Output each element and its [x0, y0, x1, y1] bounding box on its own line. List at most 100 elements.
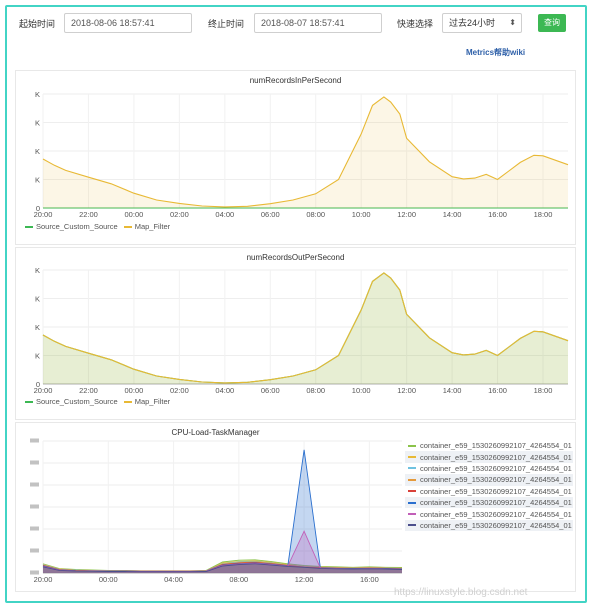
legend-swatch	[408, 478, 416, 481]
legend-label: container_e59_1530260992107_4264554_01	[420, 509, 572, 519]
chart-title: numRecordsInPerSecond	[249, 76, 342, 85]
legend-item[interactable]: container_e59_1530260992107_4264554_01	[405, 508, 573, 519]
legend-item[interactable]: container_e59_1530260992107_4264554_01	[405, 463, 573, 474]
x-tick-label: 08:00	[306, 386, 325, 395]
series-area	[43, 563, 402, 573]
legend-swatch	[408, 501, 416, 504]
x-tick-label: 16:00	[360, 575, 379, 584]
chevron-updown-icon: ⬍	[509, 18, 516, 27]
x-tick-label: 20:00	[34, 575, 53, 584]
y-tick-label	[30, 482, 39, 487]
x-tick-label: 16:00	[488, 210, 507, 219]
start-time-input[interactable]: 2018-08-06 18:57:41	[64, 13, 192, 33]
y-tick-label: K	[35, 323, 40, 332]
records-in-chart: 0 K K K K 20:00 22:00 00:00 02:00 04:00 06:00 08:00…	[34, 90, 569, 219]
series-area	[43, 562, 402, 573]
legend-swatch	[25, 225, 33, 228]
legend-swatch	[25, 400, 33, 403]
toolbar: 起始时间 2018-08-06 18:57:41 终止时间 2018-08-07…	[0, 0, 592, 70]
series-area	[43, 96, 568, 208]
y-tick-label: 0	[36, 380, 40, 389]
y-tick-label: K	[35, 119, 40, 128]
x-tick-label: 18:00	[534, 210, 553, 219]
legend-swatch	[408, 456, 416, 459]
chart-panel-records-out: numRecordsOutPerSecond 0 K K K K 20:00 22:00 00…	[15, 247, 576, 420]
start-time-label: 起始时间	[19, 19, 56, 29]
cpu-load-chart: 20:00 00:00 04:00 08:00 12:00 16:00	[30, 438, 403, 584]
x-tick-label: 00:00	[125, 210, 144, 219]
series-line	[42, 449, 403, 572]
x-tick-label: 12:00	[397, 386, 416, 395]
legend-item[interactable]: Source_Custom_Source	[25, 222, 118, 231]
chart-legend: Source_Custom_Source Map_Filter	[25, 397, 176, 406]
legend-item[interactable]: container_e59_1530260992107_4264554_01	[405, 440, 573, 451]
x-tick-label: 16:00	[488, 386, 507, 395]
legend-item[interactable]: container_e59_1530260992107_4264554_01	[405, 496, 573, 509]
series-line	[42, 563, 403, 573]
legend-item[interactable]: Map_Filter	[123, 397, 170, 406]
cpu-load-legend: container_e59_1530260992107_4264554_01 co…	[405, 440, 573, 532]
x-tick-label: 00:00	[125, 386, 144, 395]
legend-item[interactable]: Source_Custom_Source	[25, 397, 118, 406]
x-tick-label: 10:00	[352, 210, 371, 219]
x-tick-label: 10:00	[352, 386, 371, 395]
legend-item[interactable]: Map_Filter	[123, 222, 170, 231]
y-tick-label	[30, 460, 39, 465]
series-area	[43, 531, 402, 573]
quick-select-dropdown[interactable]: 过去24小时 ⬍	[442, 13, 522, 33]
legend-label: Source_Custom_Source	[36, 397, 118, 406]
watermark: https://linuxstyle.blog.csdn.net	[394, 587, 528, 598]
x-tick-label: 22:00	[79, 210, 98, 219]
y-tick-label: K	[35, 90, 40, 99]
chart-title: CPU-Load-TaskManager	[171, 428, 260, 437]
x-tick-label: 12:00	[397, 210, 416, 219]
x-tick-label: 08:00	[306, 210, 325, 219]
legend-item[interactable]: container_e59_1530260992107_4264554_01	[405, 519, 573, 532]
page-frame	[5, 5, 587, 603]
x-tick-label: 04:00	[215, 210, 234, 219]
x-tick-label: 04:00	[215, 386, 234, 395]
legend-swatch	[408, 444, 416, 447]
series-area	[43, 449, 402, 573]
legend-label: container_e59_1530260992107_4264554_01	[420, 463, 572, 473]
y-tick-label: K	[35, 147, 40, 156]
end-time-label: 终止时间	[208, 19, 245, 29]
x-tick-label: 06:00	[261, 210, 280, 219]
legend-item[interactable]: container_e59_1530260992107_4264554_01	[405, 474, 573, 486]
chart-panel-records-in: numRecordsInPerSecond 0 K K K K 20:00 22:00 00:…	[15, 70, 576, 245]
x-tick-label: 12:00	[295, 575, 314, 584]
y-tick-label	[30, 570, 39, 575]
quick-select-label: 快速选择	[397, 19, 434, 29]
x-tick-label: 14:00	[443, 210, 462, 219]
series-area	[43, 562, 402, 573]
x-tick-label: 02:00	[170, 210, 189, 219]
series-area	[43, 272, 568, 384]
x-tick-label: 04:00	[164, 575, 183, 584]
legend-label: container_e59_1530260992107_4264554_01	[420, 486, 572, 496]
metrics-wiki-link[interactable]: Metrics帮助wiki	[466, 48, 526, 57]
legend-item[interactable]: container_e59_1530260992107_4264554_01	[405, 451, 573, 463]
quick-select-value: 过去24小时	[449, 18, 496, 28]
legend-label: container_e59_1530260992107_4264554_01	[420, 441, 572, 451]
series-line	[42, 272, 569, 384]
legend-swatch	[408, 467, 416, 470]
y-tick-label: K	[35, 352, 40, 361]
end-time-input[interactable]: 2018-08-07 18:57:41	[254, 13, 382, 33]
series-line	[42, 96, 569, 208]
x-tick-label: 02:00	[170, 386, 189, 395]
series-area	[43, 560, 402, 573]
legend-label: container_e59_1530260992107_4264554_01	[420, 520, 572, 530]
query-button[interactable]: 查询	[538, 14, 566, 32]
legend-label: Source_Custom_Source	[36, 222, 118, 231]
legend-swatch	[408, 490, 416, 493]
legend-item[interactable]: container_e59_1530260992107_4264554_01	[405, 486, 573, 497]
x-tick-label: 22:00	[79, 386, 98, 395]
y-tick-label: 0	[36, 204, 40, 213]
y-tick-label: K	[35, 176, 40, 185]
chart-legend: Source_Custom_Source Map_Filter	[25, 222, 176, 231]
legend-swatch	[408, 513, 416, 516]
legend-label: container_e59_1530260992107_4264554_01	[420, 452, 572, 462]
y-tick-label	[30, 526, 39, 531]
x-tick-label: 18:00	[534, 386, 553, 395]
x-tick-label: 06:00	[261, 386, 280, 395]
